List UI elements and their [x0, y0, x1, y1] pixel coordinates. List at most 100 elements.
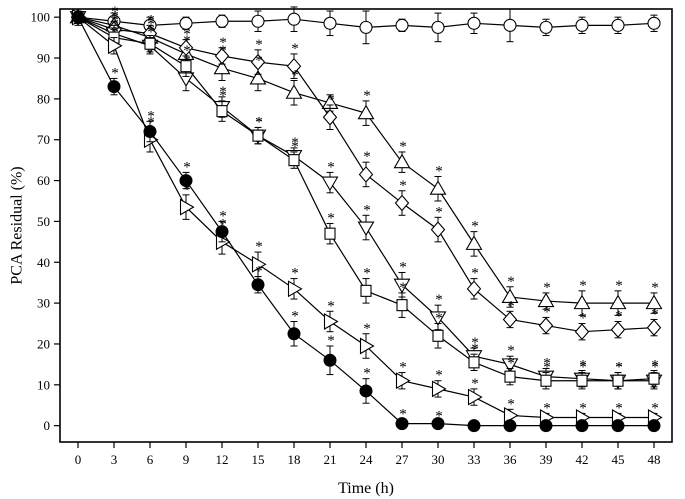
y-tick-label: 60	[37, 173, 50, 188]
marker-triangle-right	[431, 380, 447, 398]
marker-circle-filled	[503, 419, 517, 433]
marker-circle-open	[431, 20, 445, 34]
marker-triangle-up	[213, 59, 231, 75]
significance-star: *	[615, 308, 623, 324]
x-tick-label: 27	[396, 452, 410, 467]
y-tick-label: 40	[37, 255, 50, 270]
significance-star: *	[471, 341, 479, 357]
marker-square	[504, 370, 516, 383]
significance-star: *	[219, 88, 227, 104]
marker-triangle-down	[429, 311, 447, 327]
significance-star: *	[579, 360, 587, 376]
significance-star: *	[291, 266, 299, 282]
marker-circle-open	[251, 14, 265, 28]
marker-square	[288, 154, 300, 167]
marker-square	[396, 299, 408, 312]
significance-star: *	[147, 12, 155, 28]
x-tick-label: 9	[183, 452, 190, 467]
marker-circle-filled	[179, 174, 193, 188]
marker-triangle-down	[357, 221, 375, 237]
significance-star: *	[147, 16, 155, 32]
marker-square	[612, 374, 624, 387]
axes-group: 0 3 6 9 12 15 18 21 24 27 30 33 36 39 42 45 480102030405…	[31, 8, 673, 467]
significance-star: *	[219, 84, 227, 100]
marker-circle-filled	[575, 419, 589, 433]
significance-star: *	[291, 135, 299, 151]
significance-star: *	[291, 67, 299, 83]
significance-star: *	[111, 16, 119, 32]
significance-star: *	[219, 217, 227, 233]
significance-star: *	[327, 159, 335, 175]
marker-circle-open	[179, 16, 193, 30]
marker-square	[180, 60, 192, 73]
marker-triangle-right	[503, 406, 519, 424]
significance-star: *	[471, 376, 479, 392]
marker-diamond	[466, 280, 482, 298]
significance-star: *	[543, 355, 551, 371]
significance-star: *	[219, 208, 227, 224]
significance-markers: *********** * * * ** *** * ******* * * * **********…	[111, 4, 659, 424]
significance-star: *	[363, 321, 371, 337]
marker-diamond	[502, 311, 518, 328]
x-tick-label: 39	[540, 452, 553, 467]
marker-triangle-up	[393, 153, 411, 169]
significance-star: *	[507, 274, 515, 290]
significance-star: *	[255, 239, 263, 255]
marker-triangle-up	[285, 84, 303, 99]
marker-circle-filled	[215, 225, 229, 239]
marker-square	[576, 374, 588, 387]
significance-star: *	[363, 202, 371, 218]
significance-star: *	[579, 358, 587, 374]
significance-star: *	[363, 88, 371, 104]
significance-star: *	[615, 360, 623, 376]
marker-square	[432, 329, 444, 342]
significance-star: *	[579, 278, 587, 294]
x-tick-label: 45	[612, 452, 625, 467]
marker-circle-open	[503, 18, 517, 32]
significance-star: *	[543, 360, 551, 376]
marker-triangle-right	[359, 337, 375, 355]
significance-star: *	[543, 400, 551, 416]
marker-circle-filled	[647, 419, 661, 433]
series-filled-circle	[71, 10, 661, 433]
significance-star: *	[111, 65, 119, 81]
marker-circle-filled	[467, 419, 481, 433]
significance-star: *	[399, 178, 407, 194]
x-tick-label: 33	[468, 452, 481, 467]
x-tick-label: 21	[324, 452, 337, 467]
marker-square	[144, 37, 156, 50]
marker-triangle-right	[467, 388, 483, 406]
significance-star: *	[363, 149, 371, 165]
marker-square	[324, 227, 336, 240]
y-tick-label: 50	[37, 214, 50, 229]
significance-star: *	[363, 266, 371, 282]
significance-star: *	[507, 343, 515, 359]
marker-triangle-up	[429, 180, 447, 195]
significance-star: *	[327, 333, 335, 349]
significance-star: *	[399, 139, 407, 155]
significance-star: *	[327, 210, 335, 226]
x-tick-label: 30	[432, 452, 445, 467]
significance-star: *	[183, 27, 191, 43]
y-tick-label: 90	[37, 51, 50, 66]
significance-star: *	[507, 355, 515, 371]
marker-circle-open	[611, 18, 625, 32]
significance-star: *	[399, 407, 407, 423]
significance-star: *	[147, 23, 155, 39]
significance-star: *	[543, 280, 551, 296]
y-axis-title: PCA Residual (%)	[9, 166, 26, 284]
x-tick-label: 48	[648, 452, 661, 467]
marker-diamond	[574, 323, 590, 341]
significance-star: *	[183, 43, 191, 59]
significance-star: *	[255, 114, 263, 130]
marker-triangle-right	[287, 280, 303, 298]
y-tick-label: 20	[37, 336, 50, 351]
significance-star: *	[255, 114, 263, 130]
significance-star: *	[507, 298, 515, 314]
x-tick-label: 3	[111, 452, 118, 467]
significance-star: *	[471, 219, 479, 235]
significance-star: *	[651, 280, 659, 296]
marker-circle-open	[539, 20, 553, 34]
marker-diamond	[646, 319, 662, 336]
marker-triangle-up	[645, 294, 663, 310]
